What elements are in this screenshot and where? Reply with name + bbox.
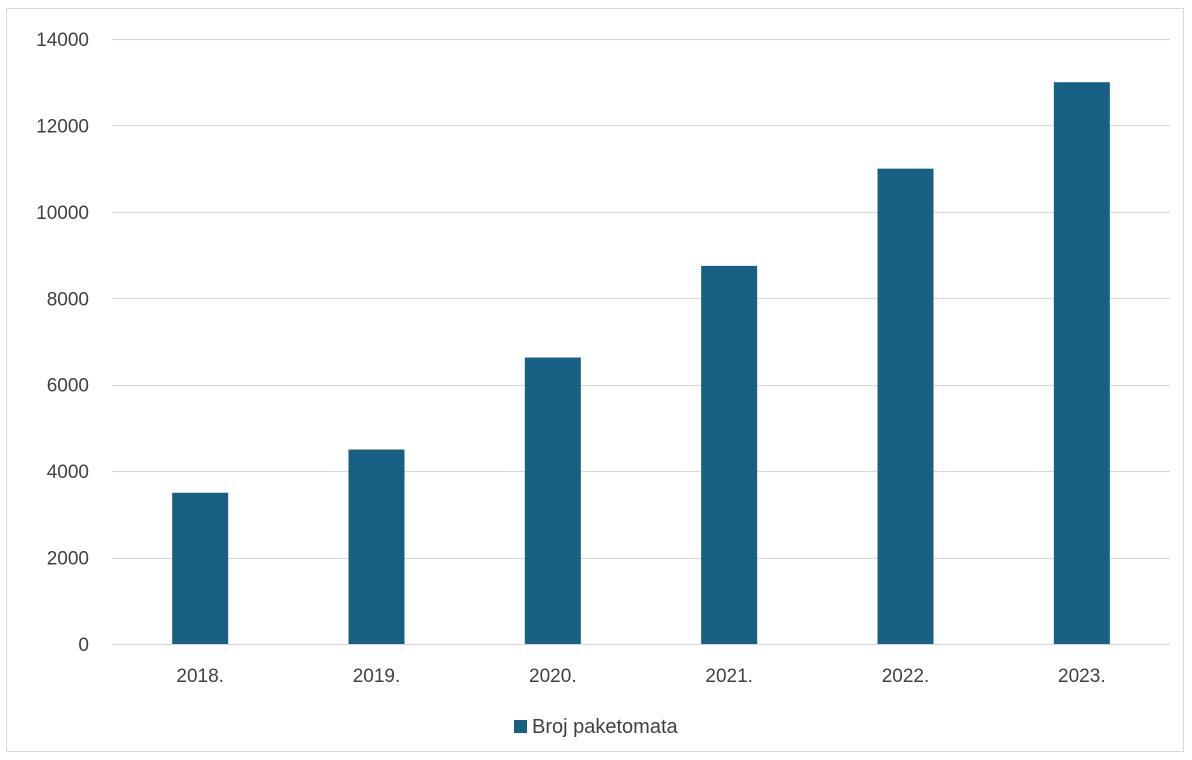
x-tick-label: 2023. bbox=[1058, 666, 1106, 687]
y-tick-label: 14000 bbox=[36, 30, 89, 51]
x-tick-label: 2019. bbox=[353, 666, 401, 687]
legend: Broj paketomata bbox=[514, 716, 679, 738]
y-tick-label: 4000 bbox=[47, 462, 89, 483]
y-tick-label: 2000 bbox=[47, 549, 89, 570]
gridlines bbox=[112, 38, 1170, 646]
bars bbox=[172, 82, 1110, 644]
legend-swatch bbox=[514, 720, 527, 733]
y-tick-label: 12000 bbox=[36, 116, 89, 137]
y-tick-label: 10000 bbox=[36, 203, 89, 224]
bar-2022 bbox=[877, 168, 934, 644]
bar-2021 bbox=[701, 265, 758, 644]
bar-2020 bbox=[524, 357, 581, 644]
x-tick-label: 2018. bbox=[176, 666, 224, 687]
y-axis-tick-labels: 0 2000 4000 6000 8000 10000 12000 14000 bbox=[36, 30, 89, 656]
x-tick-label: 2020. bbox=[529, 666, 577, 687]
y-tick-label: 6000 bbox=[47, 376, 89, 397]
legend-label: Broj paketomata bbox=[532, 716, 679, 738]
y-tick-label: 8000 bbox=[47, 289, 89, 310]
x-tick-label: 2021. bbox=[705, 666, 753, 687]
y-tick-label: 0 bbox=[78, 635, 89, 656]
bar-2023 bbox=[1053, 82, 1110, 644]
x-tick-label: 2022. bbox=[882, 666, 930, 687]
x-axis-tick-labels: 2018. 2019. 2020. 2021. 2022. 2023. bbox=[176, 666, 1105, 687]
bar-2019 bbox=[348, 449, 405, 644]
bar-2018 bbox=[172, 492, 229, 644]
